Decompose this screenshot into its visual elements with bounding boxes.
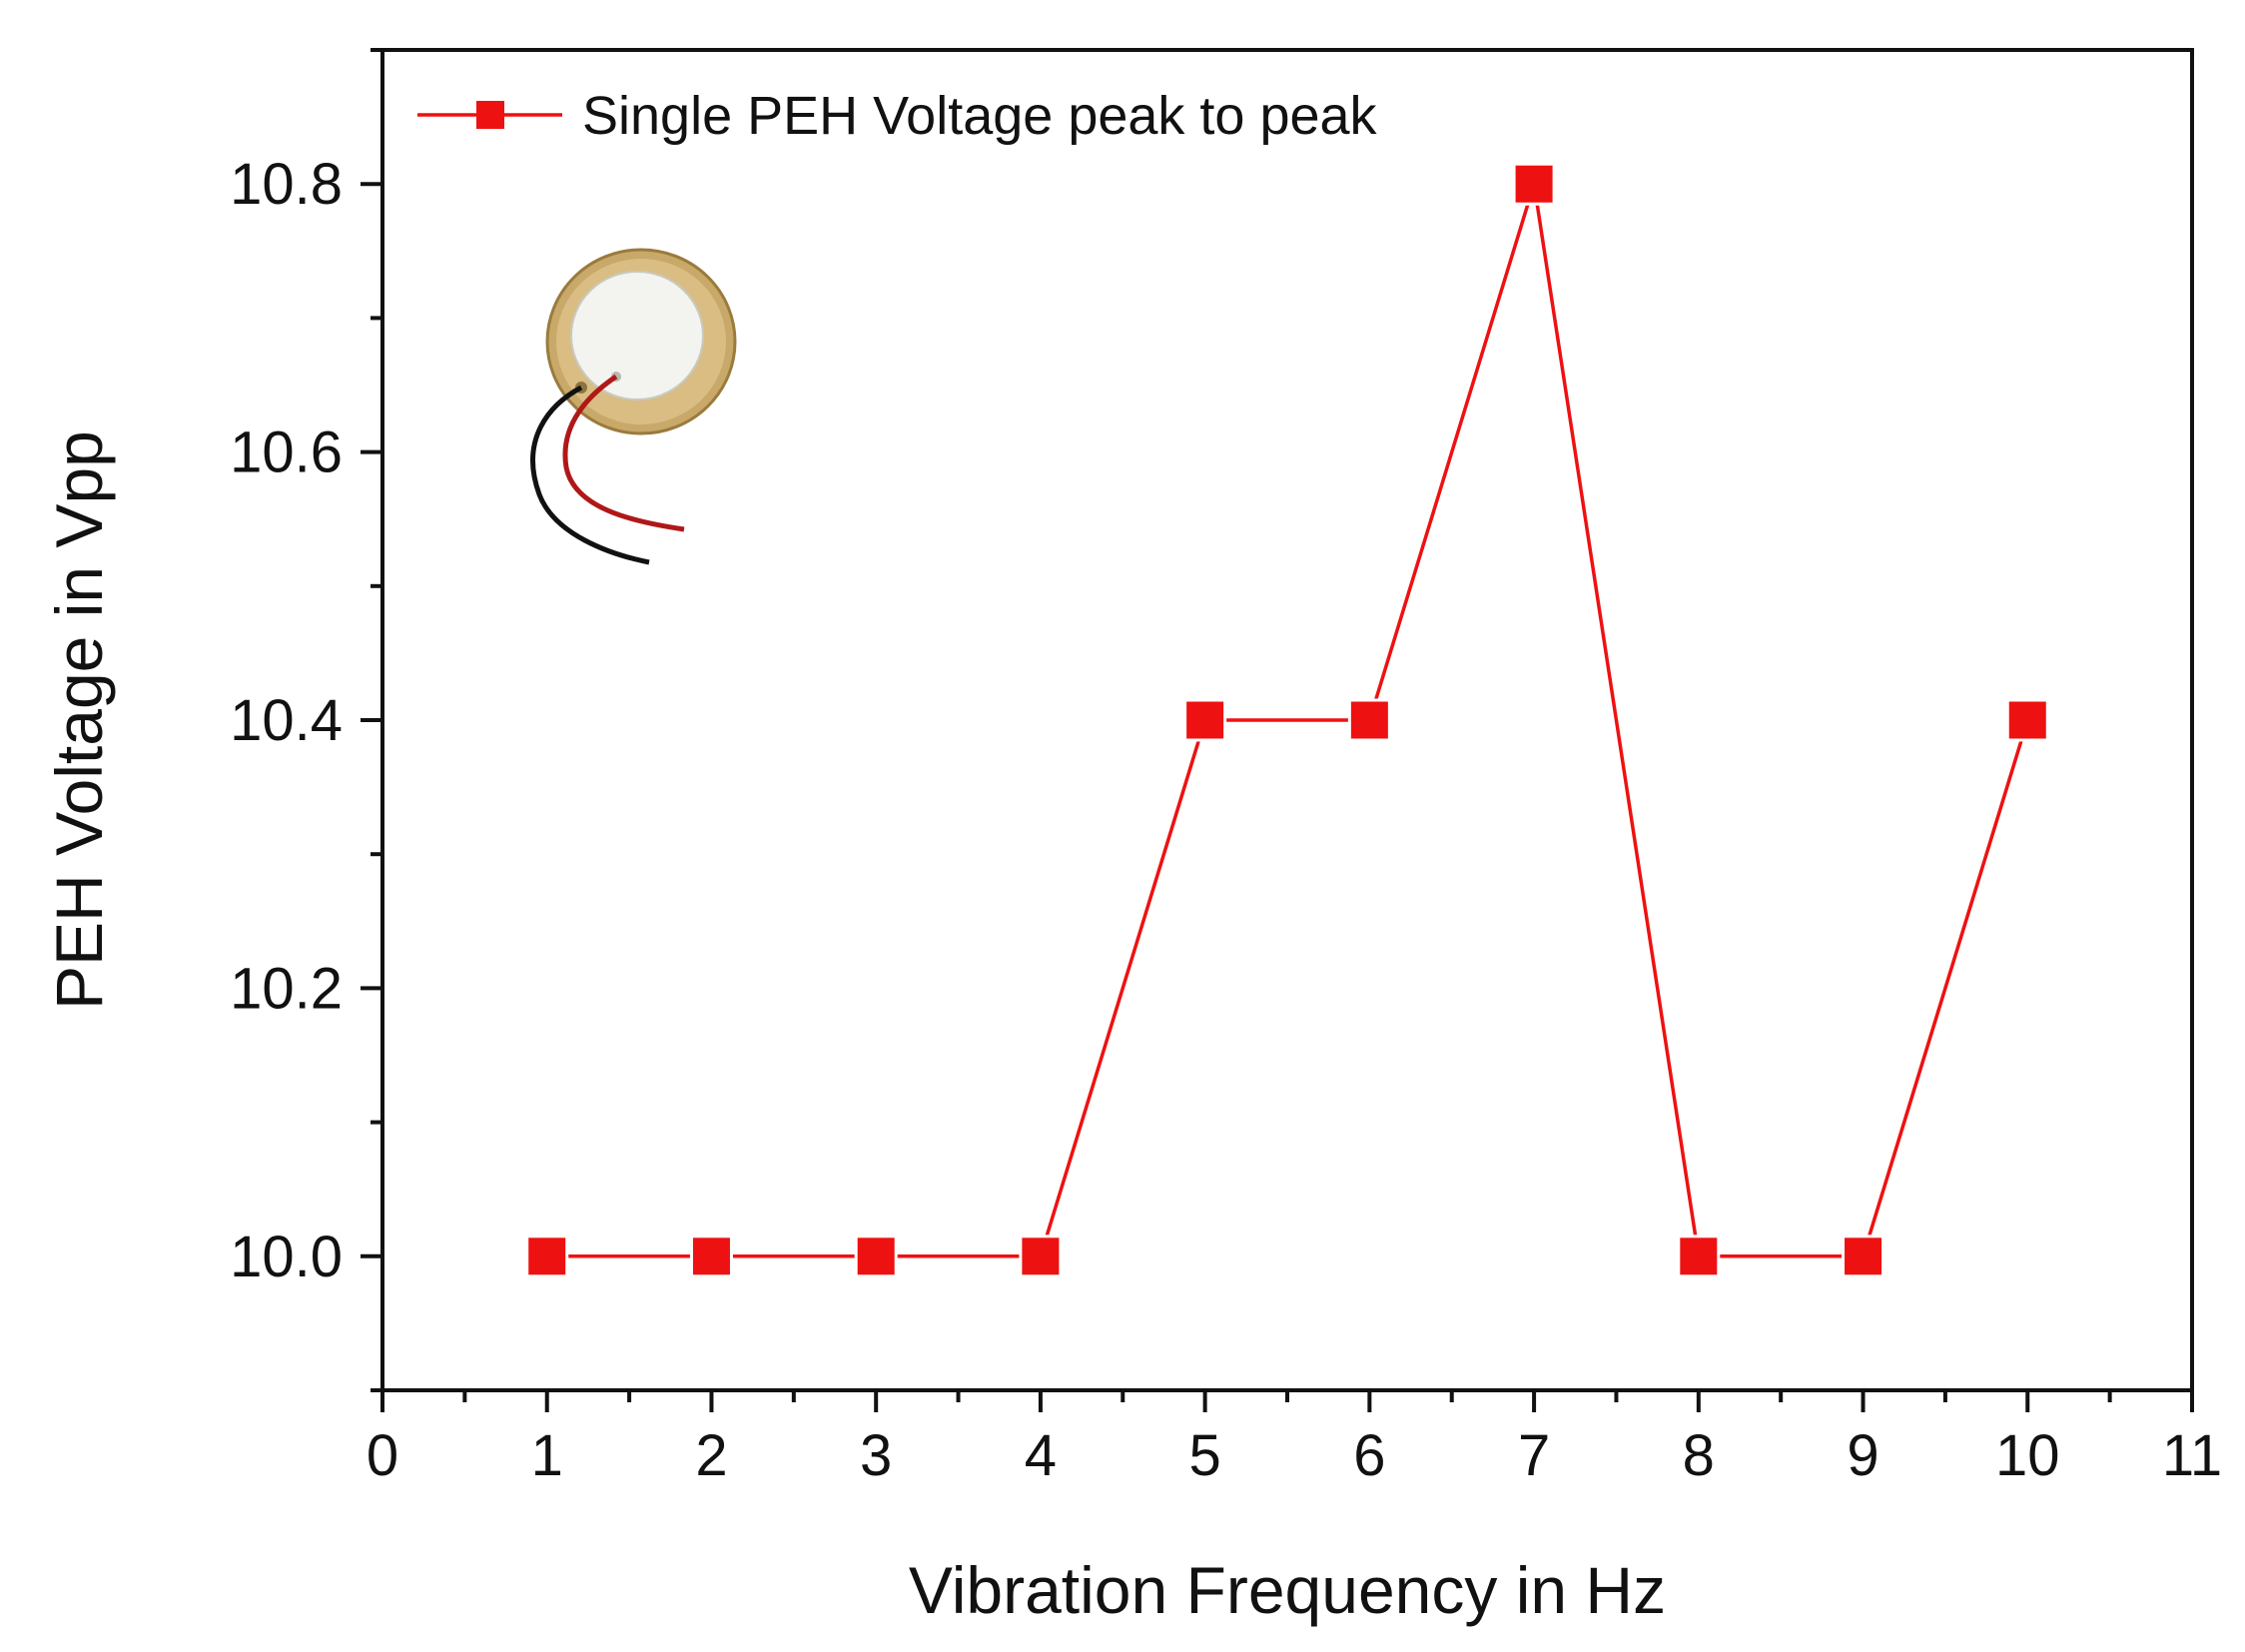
x-tick-label: 7 [1518, 1423, 1550, 1488]
series-line [546, 183, 2029, 1258]
y-axis-ticks: 10.0 10.2 10.4 10.6 10.8 [230, 48, 382, 1392]
x-tick-label: 2 [695, 1423, 727, 1488]
y-tick-label: 10.0 [230, 1225, 343, 1289]
y-tick-label: 10.6 [230, 420, 343, 485]
legend-marker-sample [476, 101, 504, 129]
x-tick-label: 10 [1995, 1423, 2060, 1488]
data-point-marker [1842, 1235, 1885, 1278]
data-point-marker [689, 1235, 733, 1278]
x-tick-label: 6 [1353, 1423, 1385, 1488]
data-point-marker [2005, 698, 2049, 742]
data-point-marker [854, 1235, 898, 1278]
x-tick-label: 1 [531, 1423, 563, 1488]
data-point-marker [1183, 698, 1227, 742]
x-axis-ticks: 0 1 2 3 4 5 6 7 8 9 10 11 [367, 1390, 2222, 1488]
legend-label: Single PEH Voltage peak to peak [582, 86, 1378, 146]
series-markers [525, 162, 2049, 1278]
x-tick-label: 0 [367, 1423, 398, 1488]
data-point-marker [525, 1235, 569, 1278]
data-point-marker [1512, 162, 1556, 206]
x-tick-label: 3 [860, 1423, 892, 1488]
x-tick-label: 4 [1025, 1423, 1057, 1488]
x-axis-label: Vibration Frequency in Hz [909, 1553, 1666, 1627]
data-point-marker [1019, 1235, 1063, 1278]
y-tick-label: 10.4 [230, 688, 343, 753]
legend: Single PEH Voltage peak to peak [417, 86, 1378, 146]
x-tick-label: 5 [1189, 1423, 1221, 1488]
data-point-marker [1347, 698, 1391, 742]
x-tick-label: 9 [1847, 1423, 1878, 1488]
x-tick-label: 11 [2162, 1423, 2222, 1488]
data-point-marker [1677, 1235, 1721, 1278]
x-tick-label: 8 [1683, 1423, 1715, 1488]
y-tick-label: 10.8 [230, 152, 343, 217]
y-tick-label: 10.2 [230, 956, 343, 1021]
piezo-disc-icon [530, 248, 737, 565]
y-axis-label: PEH Voltage in Vpp [42, 430, 116, 1010]
